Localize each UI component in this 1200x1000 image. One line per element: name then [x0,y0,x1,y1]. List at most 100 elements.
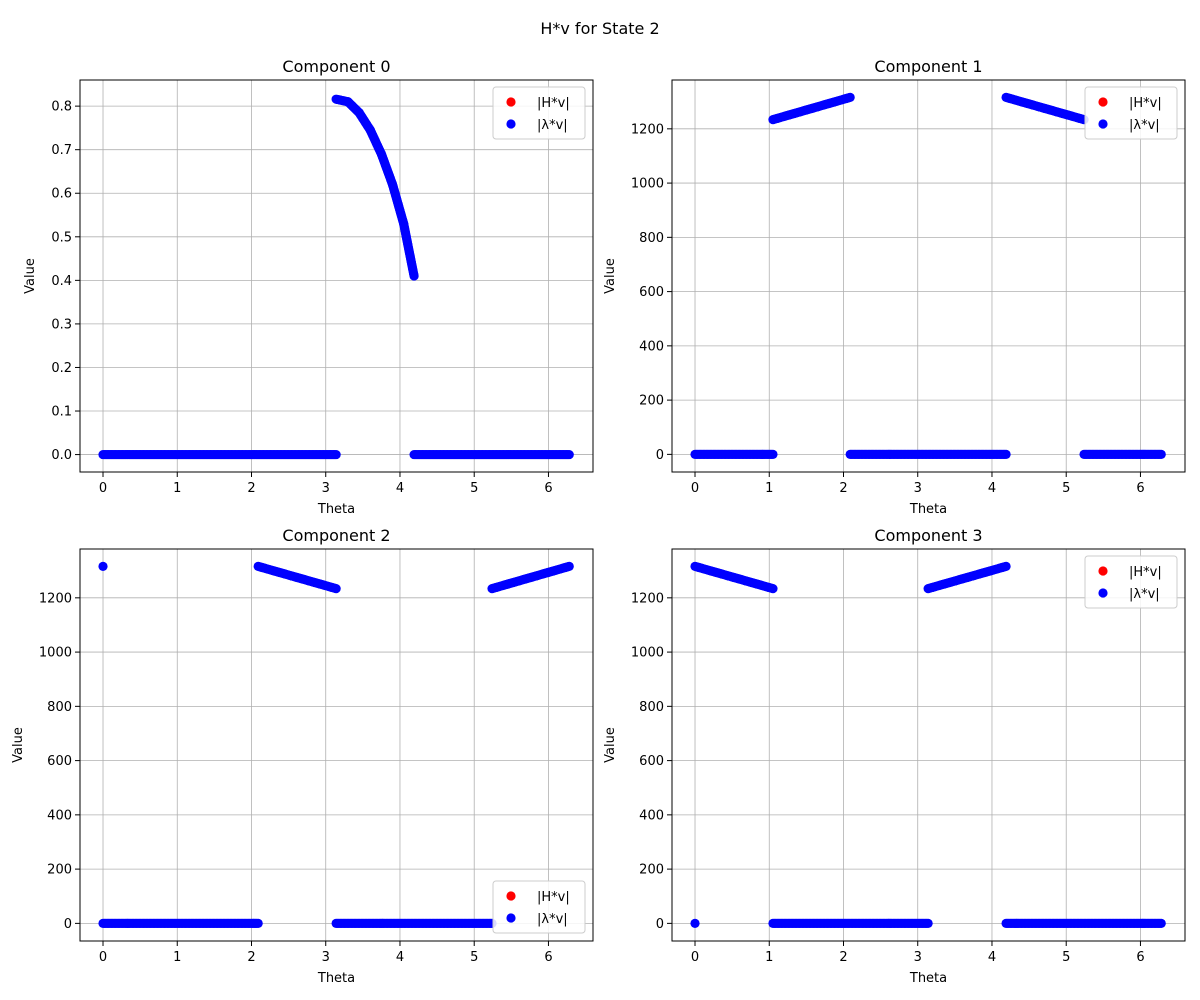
data-point [845,92,855,102]
data-point [253,918,263,928]
y-tick-label: 800 [47,700,72,715]
legend-label: |λ*v| [1129,587,1160,602]
y-tick-label: 0.8 [51,100,72,115]
data-points [98,561,574,928]
y-tick-label: 1200 [631,122,664,137]
legend-label: |H*v| [537,96,570,111]
y-tick-label: 0.6 [51,187,72,202]
x-tick-label: 6 [544,481,552,496]
y-tick-label: 0 [656,917,664,932]
y-tick-label: 1200 [39,591,72,606]
data-points [690,92,1166,459]
x-tick-label: 5 [1062,481,1070,496]
axes-frame [671,548,1186,942]
y-tick-label: 600 [639,754,664,769]
legend: |H*v| |λ*v| [1084,555,1178,609]
data-point [564,561,574,571]
data-point [409,271,419,281]
axes-frame [79,548,594,942]
y-axis-label: Value [603,727,618,763]
y-tick-label: 400 [47,808,72,823]
y-axis-label: Value [603,258,618,294]
x-tick-label: 0 [691,481,699,496]
y-tick-label: 200 [639,863,664,878]
data-point [1001,449,1011,459]
data-point [690,918,700,928]
legend-box [492,880,586,934]
legend-box [492,86,586,140]
x-tick-label: 1 [765,481,773,496]
y-tick-label: 800 [639,700,664,715]
legend-label: |H*v| [1129,565,1162,580]
y-tick-label: 200 [639,394,664,409]
x-tick-label: 2 [839,950,847,965]
y-tick-label: 1000 [631,646,664,661]
x-axis-label: Theta [909,971,947,986]
x-tick-label: 3 [322,950,330,965]
legend-marker [506,97,516,107]
x-tick-label: 2 [839,481,847,496]
y-tick-label: 0.2 [51,361,72,376]
legend-marker [506,119,516,129]
legend: |H*v| |λ*v| [1084,86,1178,140]
subplot-1: 0 1 2 3 4 5 6 0 200 400 600 800 1000 1200 Component 1 T… [603,57,1186,517]
y-tick-label: 0.1 [51,405,72,420]
y-axis-label: Value [23,258,38,294]
x-axis-label: Theta [317,971,355,986]
x-tick-label: 4 [396,481,404,496]
y-tick-label: 400 [639,808,664,823]
y-tick-label: 0 [64,917,72,932]
data-point [923,918,933,928]
y-tick-label: 0 [656,448,664,463]
x-tick-label: 0 [99,950,107,965]
y-tick-label: 200 [47,863,72,878]
data-point [1156,449,1166,459]
y-tick-label: 0.5 [51,230,72,245]
x-tick-label: 5 [470,950,478,965]
data-point [564,449,574,460]
y-tick-label: 600 [639,285,664,300]
subplot-2: 0 1 2 3 4 5 6 0 200 400 600 800 1000 1200 Component 2 T… [11,526,594,986]
x-tick-label: 2 [247,481,255,496]
legend-marker [506,891,516,901]
x-tick-label: 0 [99,481,107,496]
y-tick-label: 0.4 [51,274,72,289]
y-tick-label: 0.7 [51,143,72,158]
y-tick-label: 0.3 [51,317,72,332]
x-tick-label: 3 [914,950,922,965]
x-tick-label: 1 [765,950,773,965]
data-point [1156,918,1166,928]
axes-frame [671,79,1186,473]
x-tick-label: 6 [1136,950,1144,965]
x-tick-label: 0 [691,950,699,965]
subplot-title: Component 3 [874,526,982,545]
x-tick-label: 6 [544,950,552,965]
legend-marker [506,913,516,923]
legend-marker [1098,588,1108,598]
y-tick-label: 1000 [631,177,664,192]
data-point [768,584,778,594]
legend-label: |H*v| [1129,96,1162,111]
legend-box [1084,86,1178,140]
legend-marker [1098,119,1108,129]
figure-suptitle: H*v for State 2 [540,19,659,38]
data-points [98,94,574,460]
x-tick-label: 6 [1136,481,1144,496]
legend-box [1084,555,1178,609]
y-tick-label: 1200 [631,591,664,606]
y-tick-label: 1000 [39,646,72,661]
x-tick-label: 4 [988,481,996,496]
y-tick-label: 800 [639,231,664,246]
subplot-title: Component 2 [282,526,390,545]
y-axis-label: Value [11,727,26,763]
x-tick-label: 3 [322,481,330,496]
legend: |H*v| |λ*v| [492,880,586,934]
data-point [98,561,108,571]
x-tick-label: 5 [470,481,478,496]
y-tick-label: 0.0 [51,448,72,463]
subplot-3: 0 1 2 3 4 5 6 0 200 400 600 800 1000 1200 Component 3 T… [603,526,1186,986]
x-tick-label: 4 [396,950,404,965]
legend: |H*v| |λ*v| [492,86,586,140]
x-tick-label: 1 [173,481,181,496]
